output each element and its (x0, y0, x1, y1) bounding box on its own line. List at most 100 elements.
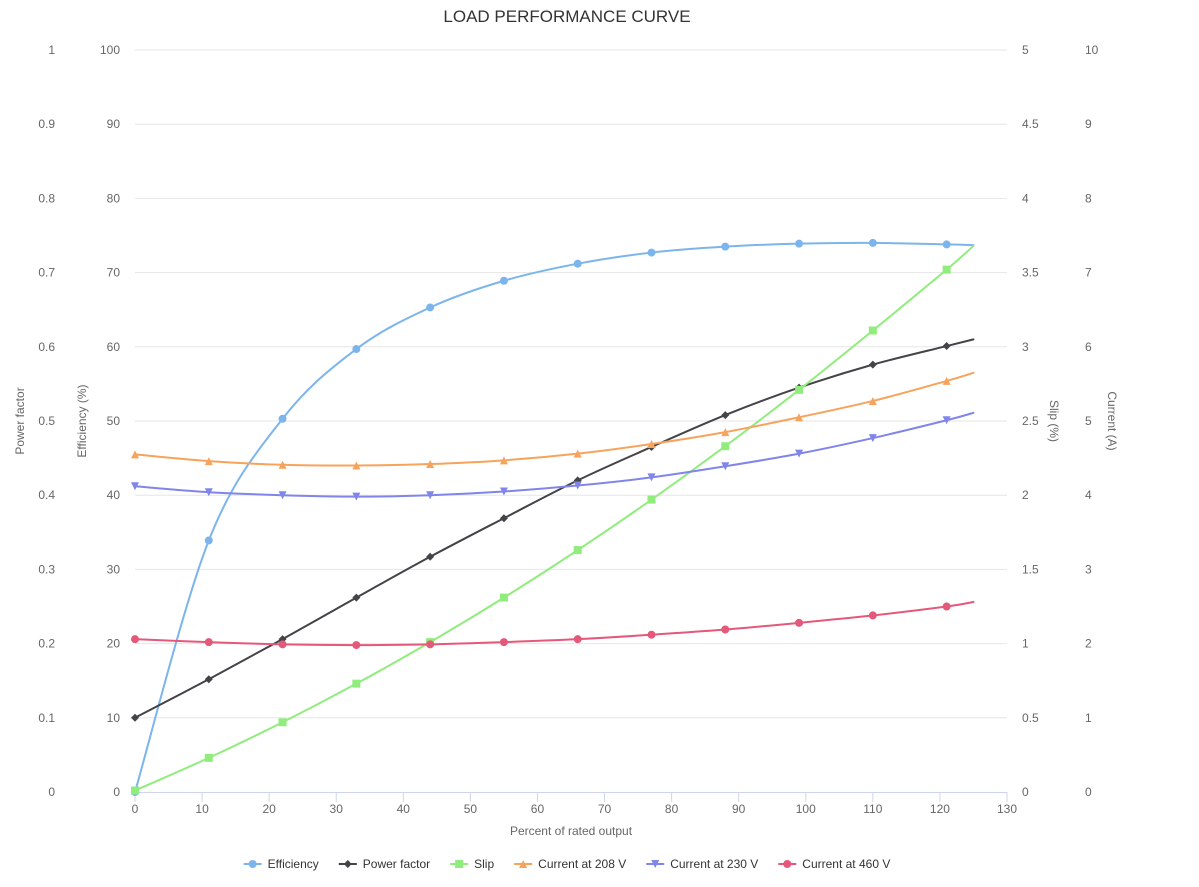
data-point-current-at-460-v (942, 602, 951, 611)
data-point-power-factor (204, 675, 213, 684)
pf-tick-label: 0.9 (38, 117, 55, 131)
cur-tick-label: 7 (1085, 266, 1092, 280)
cur-tick-label: 2 (1085, 637, 1092, 651)
pf-axis-title: Power factor (13, 387, 27, 454)
legend-symbol-marker (519, 860, 528, 868)
series-line-efficiency (134, 241, 975, 793)
legend-label: Slip (474, 857, 494, 871)
pf-tick-label: 0.3 (38, 562, 55, 576)
data-point-current-at-460-v (647, 630, 656, 639)
series-line-current-at-230-v (134, 411, 975, 498)
pf-tick-label: 0.8 (38, 191, 55, 205)
legend-label: Current at 460 V (802, 857, 890, 871)
data-point-current-at-208-v (795, 413, 804, 422)
data-point-slip (573, 546, 582, 555)
data-point-current-at-208-v (499, 456, 508, 465)
legend-item-current-at-460-v[interactable]: Current at 460 V (778, 857, 890, 871)
x-axis: 0 10 20 30 40 50 60 70 80 90 100 110 120 130 (132, 792, 1017, 816)
data-point-current-at-460-v (721, 625, 730, 634)
data-point-current-at-460-v (278, 640, 287, 649)
legend-item-efficiency[interactable]: Efficiency (243, 857, 319, 871)
data-point-current-at-230-v (647, 473, 656, 482)
series-group (131, 238, 975, 796)
chart-title: LOAD PERFORMANCE CURVE (443, 7, 690, 26)
x-axis-title: Percent of rated output (510, 824, 633, 838)
cur-tick-label: 6 (1085, 340, 1092, 354)
x-tick-label: 110 (863, 802, 882, 816)
pf-tick-label: 0.6 (38, 340, 55, 354)
series-line-current-at-208-v (134, 371, 975, 467)
cur-tick-label: 0 (1085, 785, 1092, 799)
cur-tick-label: 10 (1085, 43, 1099, 57)
data-point-current-at-460-v (131, 635, 139, 644)
data-point-current-at-208-v (868, 396, 877, 405)
cur-tick-label: 4 (1085, 488, 1092, 502)
slip-tick-label: 0.5 (1022, 711, 1039, 725)
pf-tick-label: 0 (48, 785, 55, 799)
x-tick-label: 90 (732, 802, 746, 816)
x-tick-label: 40 (397, 802, 411, 816)
x-tick-label: 130 (997, 802, 1017, 816)
data-point-efficiency (647, 248, 656, 257)
data-point-current-at-230-v (499, 487, 508, 496)
data-point-current-at-208-v (647, 440, 656, 449)
x-tick-label: 100 (796, 802, 816, 816)
data-point-efficiency (573, 259, 582, 268)
eff-tick-label: 60 (107, 340, 121, 354)
data-point-current-at-230-v (204, 488, 213, 497)
pf-tick-label: 1 (48, 43, 55, 57)
series-current-at-230-v (131, 411, 975, 501)
cur-tick-label: 8 (1085, 191, 1092, 205)
data-point-slip (721, 442, 730, 451)
data-point-current-at-230-v (795, 449, 804, 458)
eff-tick-label: 100 (100, 43, 120, 57)
legend-symbol-marker (343, 860, 352, 868)
legend-symbol-marker (455, 860, 464, 868)
data-point-current-at-208-v (204, 457, 213, 466)
series-current-at-208-v (131, 371, 975, 470)
data-point-current-at-230-v (131, 482, 139, 491)
cur-tick-label: 1 (1085, 711, 1092, 725)
data-point-current-at-208-v (573, 449, 582, 458)
legend-item-current-at-230-v[interactable]: Current at 230 V (646, 857, 758, 871)
eff-tick-label: 80 (107, 191, 121, 205)
data-point-efficiency (868, 238, 877, 247)
x-tick-label: 70 (598, 802, 612, 816)
pf-tick-label: 0.7 (38, 266, 55, 280)
data-point-slip (352, 679, 361, 688)
x-tick-label: 50 (464, 802, 478, 816)
data-point-current-at-208-v (942, 376, 951, 385)
pf-tick-label: 0.5 (38, 414, 55, 428)
slip-axis-title: Slip (%) (1047, 400, 1061, 442)
eff-tick-label: 70 (107, 266, 121, 280)
data-point-current-at-230-v (352, 492, 361, 501)
data-point-power-factor (499, 514, 508, 523)
legend-item-power-factor[interactable]: Power factor (338, 857, 430, 871)
series-power-factor (131, 338, 975, 722)
data-point-slip (868, 326, 877, 335)
slip-tick-label: 2.5 (1022, 414, 1039, 428)
cur-axis-title: Current (A) (1105, 391, 1119, 450)
data-point-slip (131, 786, 139, 795)
eff-tick-label: 20 (107, 637, 121, 651)
legend-label: Current at 208 V (538, 857, 626, 871)
legend-symbol-marker (783, 860, 792, 868)
x-tick-label: 30 (330, 802, 344, 816)
legend-item-slip[interactable]: Slip (450, 857, 494, 871)
cur-tick-label: 9 (1085, 117, 1092, 131)
legend-symbol-marker (248, 860, 257, 868)
data-point-current-at-230-v (942, 416, 951, 425)
data-point-current-at-208-v (131, 450, 139, 459)
data-point-efficiency (942, 240, 951, 249)
data-point-power-factor (721, 411, 730, 420)
pf-tick-label: 0.1 (38, 711, 55, 725)
x-tick-label: 0 (132, 802, 139, 816)
x-tick-label: 60 (531, 802, 545, 816)
y-axis-tick-labels: 00.10.20.30.40.50.60.70.80.9101020304050… (38, 43, 1098, 799)
pf-tick-label: 0.4 (38, 488, 55, 502)
legend-item-current-at-208-v[interactable]: Current at 208 V (514, 857, 626, 871)
data-point-current-at-230-v (868, 434, 877, 443)
data-point-current-at-460-v (204, 638, 213, 647)
series-efficiency (131, 238, 975, 796)
